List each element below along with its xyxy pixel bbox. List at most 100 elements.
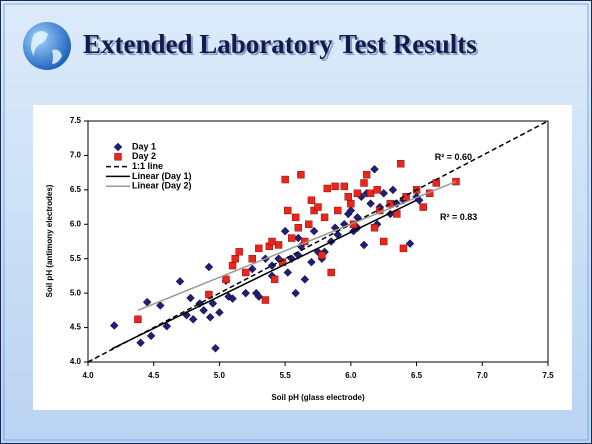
point (261, 296, 270, 304)
point (380, 237, 388, 246)
point (366, 189, 375, 198)
point (323, 184, 331, 193)
point (346, 206, 356, 215)
point (254, 292, 264, 301)
globe-icon (23, 22, 71, 70)
point (281, 175, 289, 184)
point (283, 268, 293, 277)
point (162, 321, 172, 331)
point (340, 182, 348, 191)
y-tick-label: 5.0 (70, 288, 82, 297)
annotation: R² = 0.83 (440, 212, 477, 222)
point (268, 237, 276, 246)
slide-inner-border (3, 3, 589, 441)
x-tick-label: 7.0 (477, 371, 489, 380)
point (228, 261, 237, 270)
point (204, 262, 214, 272)
x-tick-label: 4.5 (148, 371, 160, 380)
point (110, 321, 119, 330)
legend-label: 1:1 line (132, 161, 163, 171)
point (360, 179, 368, 187)
plot-frame (87, 120, 549, 363)
legend-label: Linear (Day 2) (132, 181, 192, 191)
point (146, 331, 156, 341)
point (370, 164, 379, 174)
x-tick-label: 5.0 (214, 371, 226, 380)
point (228, 294, 237, 303)
point (270, 275, 279, 284)
y-tick-label: 7.5 (70, 116, 82, 125)
chart-area (33, 105, 572, 410)
title-shadow: Extended Laboratory Test Results (85, 31, 479, 61)
x-axis-label: Soil pH (glass electrode) (271, 393, 365, 402)
point (432, 179, 440, 187)
point (231, 255, 239, 263)
legend-marker (113, 142, 123, 152)
point (331, 182, 339, 191)
point (199, 306, 208, 315)
legend-label: Day 1 (132, 141, 156, 151)
line (111, 199, 417, 350)
point (215, 308, 224, 317)
point (370, 224, 379, 232)
x-tick-label: 7.5 (542, 371, 554, 380)
annotation: R² = 0.60 (435, 152, 472, 162)
point (222, 275, 230, 284)
point (397, 159, 405, 168)
point (288, 234, 296, 242)
point (344, 193, 352, 201)
point (280, 226, 290, 236)
point (291, 213, 300, 222)
point (255, 244, 263, 253)
point (294, 224, 302, 232)
point (241, 288, 250, 298)
y-tick-label: 4.5 (70, 323, 82, 332)
line (87, 120, 549, 363)
title: Extended Laboratory Test Results (83, 29, 477, 59)
point (379, 189, 388, 198)
point (300, 275, 310, 284)
y-tick-label: 5.5 (70, 254, 82, 263)
point (136, 338, 145, 348)
point (248, 255, 256, 263)
point (235, 248, 243, 256)
point (291, 288, 300, 298)
point (362, 171, 371, 179)
y-tick-label: 6.5 (70, 185, 82, 194)
point (242, 268, 250, 277)
point (399, 244, 408, 253)
point (134, 315, 142, 324)
point (305, 220, 313, 228)
y-axis-label: Soil pH (antimony electrodes) (45, 184, 54, 297)
point (307, 196, 316, 204)
legend-marker (114, 153, 122, 161)
point (248, 264, 257, 274)
point (309, 226, 319, 236)
point (414, 195, 424, 205)
y-tick-label: 4.0 (70, 357, 82, 366)
point (320, 213, 329, 222)
point (388, 185, 398, 195)
point (318, 251, 326, 259)
point (205, 312, 215, 322)
point (353, 189, 362, 198)
y-tick-label: 7.0 (70, 151, 82, 160)
point (186, 293, 195, 303)
point (347, 199, 355, 208)
point (294, 233, 303, 243)
point (156, 301, 165, 310)
point (386, 199, 394, 208)
y-tick-label: 6.0 (70, 219, 82, 228)
point (334, 206, 342, 215)
x-tick-label: 4.0 (82, 371, 94, 380)
line (137, 180, 457, 312)
point (274, 241, 283, 249)
x-tick-label: 6.5 (411, 371, 423, 380)
point (419, 203, 427, 211)
point (359, 240, 369, 250)
point (211, 343, 220, 353)
point (175, 277, 185, 286)
point (188, 315, 198, 324)
